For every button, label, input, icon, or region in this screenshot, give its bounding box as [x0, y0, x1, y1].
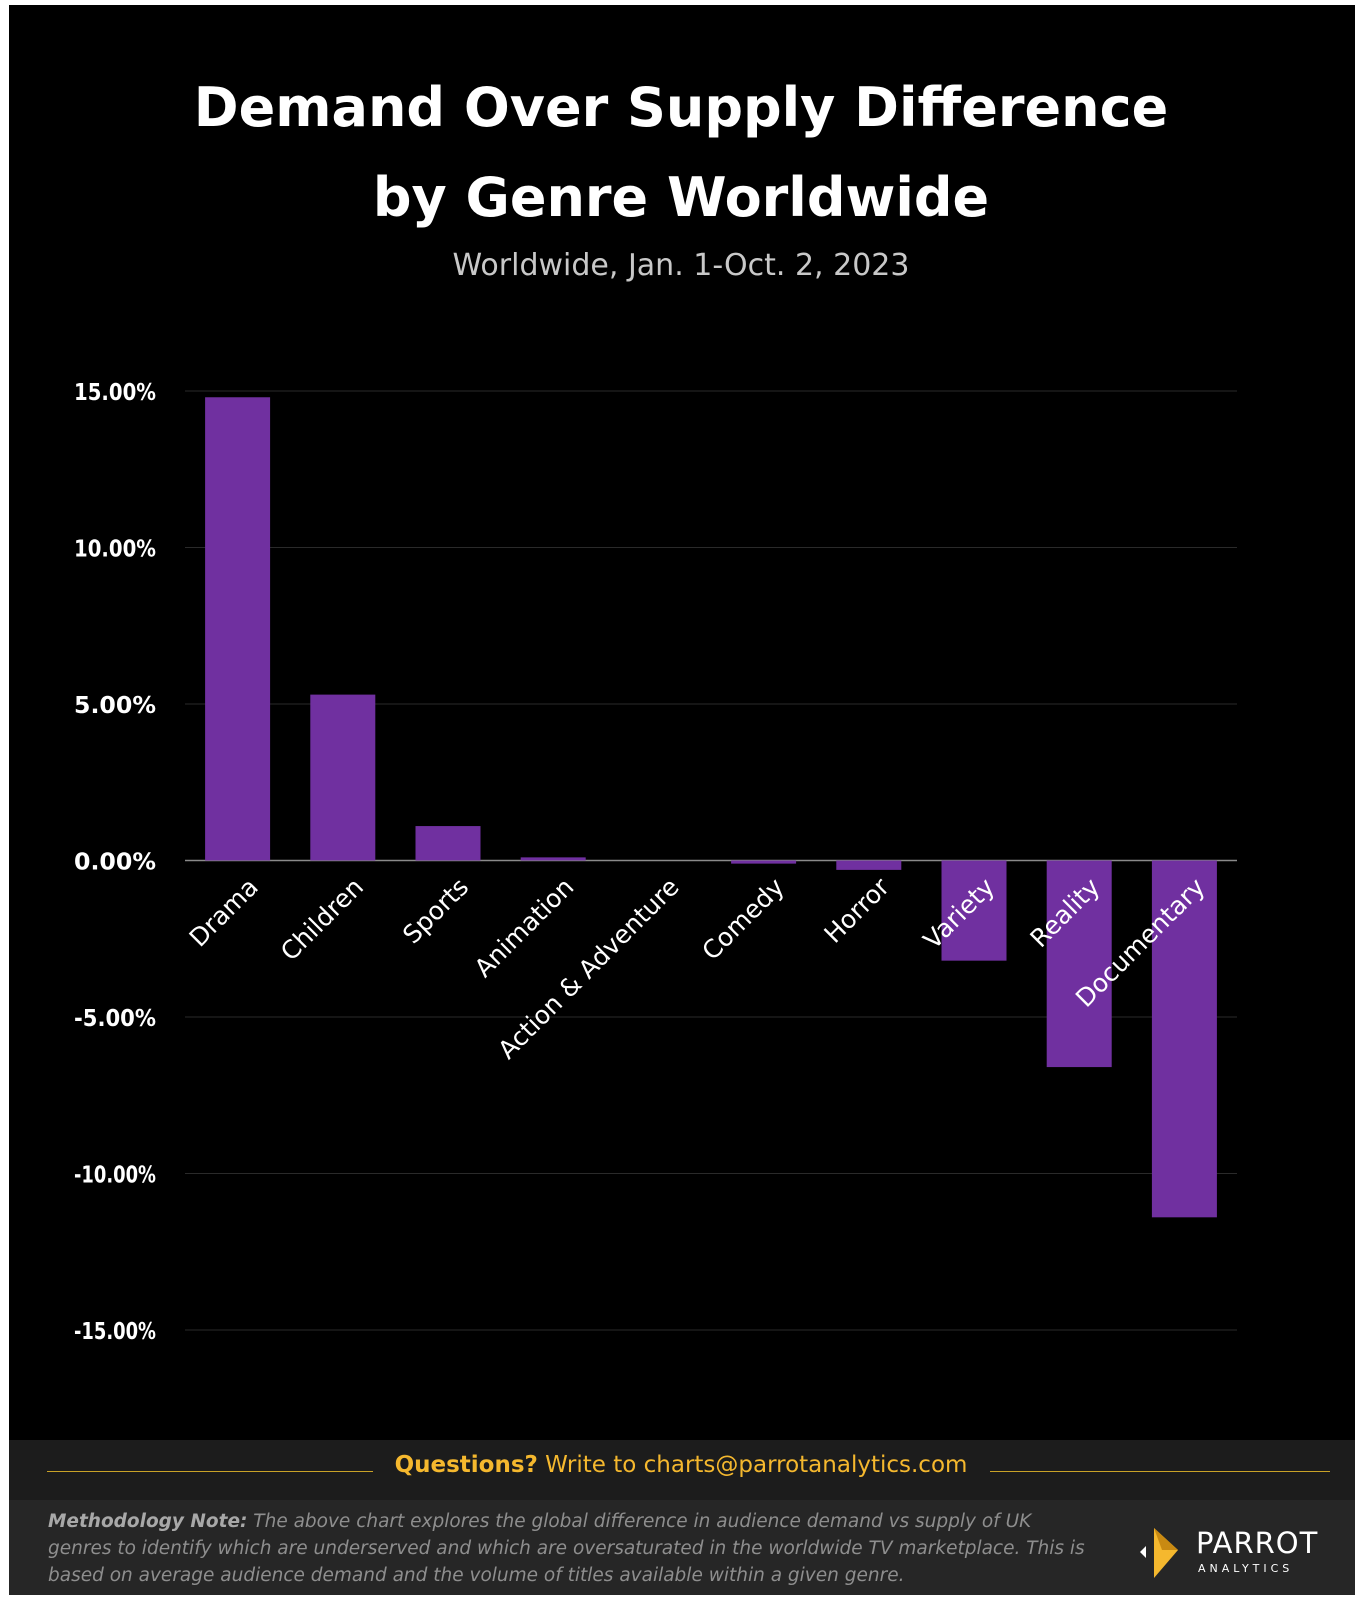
logo-subtitle: ANALYTICS — [1198, 1562, 1294, 1575]
bar-reality — [1046, 860, 1112, 1068]
footer-divider-left — [47, 1471, 373, 1472]
methodology-note: Methodology Note: The above chart explor… — [48, 1508, 1088, 1589]
bar-horror — [836, 860, 902, 870]
x-category-label: Comedy — [696, 872, 790, 966]
methodology-label: Methodology Note: — [48, 1511, 248, 1532]
questions-label: Questions? — [394, 1452, 538, 1478]
y-tick-label: 10.00% — [74, 537, 156, 563]
x-category-label: Horror — [818, 872, 895, 949]
chart-title-line2: by Genre Worldwide — [372, 166, 990, 229]
x-category-label: Children — [275, 872, 369, 966]
footer-band — [9, 1440, 1355, 1500]
x-category-label: Drama — [184, 872, 264, 952]
questions-contact[interactable]: Write to charts@parrotanalytics.com — [537, 1452, 968, 1478]
bar-documentary — [1151, 860, 1217, 1218]
bar-comedy — [731, 860, 797, 864]
methodology-text: The above chart explores the global diff… — [48, 1511, 1085, 1586]
x-category-label: Sports — [397, 872, 474, 949]
bar-variety — [941, 860, 1007, 961]
y-tick-label: 5.00% — [74, 693, 156, 719]
x-category-label: Animation — [469, 872, 580, 983]
y-tick-label: 15.00% — [74, 380, 156, 406]
chart-title-line1: Demand Over Supply Difference — [193, 76, 1169, 139]
bars — [205, 397, 1217, 1218]
bar-animation — [520, 857, 586, 861]
bar-sports — [415, 826, 481, 861]
footer-divider-right — [990, 1471, 1330, 1472]
gridlines — [185, 390, 1237, 1331]
bar-drama — [205, 397, 271, 861]
methodology-band — [9, 1500, 1355, 1595]
y-tick-label: -10.00% — [74, 1163, 156, 1189]
y-tick-label: 0.00% — [74, 850, 156, 876]
chart-subtitle: Worldwide, Jan. 1-Oct. 2, 2023 — [452, 248, 910, 283]
x-category-label: Action & Adventure — [492, 872, 684, 1064]
y-tick-label: -15.00% — [74, 1319, 156, 1345]
y-tick-label: -5.00% — [74, 1006, 156, 1032]
logo-name: PARROT — [1196, 1526, 1319, 1560]
bar-chart: 15.00% 10.00% 5.00% 0.00% -5.00% -10.00% -15.0… — [74, 380, 1237, 1345]
parrot-analytics-logo: PARROT ANALYTICS — [1138, 1522, 1338, 1582]
bar-children — [310, 694, 376, 861]
questions-line: Questions? Write to charts@parrotanalyti… — [0, 1452, 1362, 1478]
parrot-logo-icon — [1140, 1528, 1178, 1578]
